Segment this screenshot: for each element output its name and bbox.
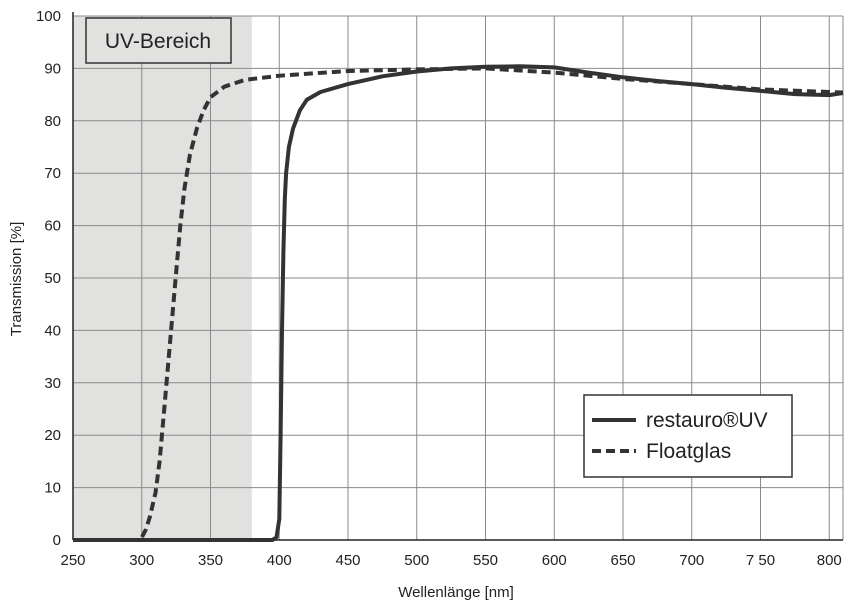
y-tick-label: 0 xyxy=(53,532,61,549)
x-tick-label: 400 xyxy=(267,552,292,569)
x-tick-label: 650 xyxy=(610,552,635,569)
series-lines xyxy=(73,64,844,542)
x-tick-label: 350 xyxy=(198,552,223,569)
y-tick-label: 60 xyxy=(44,218,61,235)
grid xyxy=(73,15,844,540)
uv-region-label: UV-Bereich xyxy=(105,30,211,53)
x-tick-label: 550 xyxy=(473,552,498,569)
uv-region-label-box: UV-Bereich xyxy=(85,17,232,64)
y-tick-label: 100 xyxy=(36,8,61,25)
uv-region-label-frame xyxy=(85,17,232,64)
legend-label-floatglas: Floatglas xyxy=(646,440,731,463)
series-line-floatglas xyxy=(73,66,844,542)
y-tick-labels: 0 10 20 30 40 50 60 70 80 90 100 xyxy=(36,8,61,549)
x-tick-label: 7 50 xyxy=(746,552,775,569)
x-tick-label: 450 xyxy=(335,552,360,569)
legend-frame xyxy=(583,394,793,478)
x-tick-label: 600 xyxy=(542,552,567,569)
y-tick-label: 80 xyxy=(44,113,61,130)
y-tick-label: 20 xyxy=(44,427,61,444)
y-tick-label: 50 xyxy=(44,270,61,287)
x-tick-label: 300 xyxy=(129,552,154,569)
x-tick-label: 700 xyxy=(679,552,704,569)
legend: restauro®UV Floatglas xyxy=(583,394,793,478)
x-tick-labels: 250 300 350 400 450 500 550 600 650 700 7 50 800 xyxy=(60,552,841,569)
x-axis-label: Wellenlänge [nm] xyxy=(398,584,514,601)
y-tick-label: 70 xyxy=(44,165,61,182)
y-axis-label: Transmission [%] xyxy=(8,222,25,336)
legend-label-restauro-uv: restauro®UV xyxy=(646,409,768,432)
y-tick-label: 10 xyxy=(44,480,61,497)
y-tick-label: 40 xyxy=(44,322,61,339)
x-tick-label: 800 xyxy=(817,552,842,569)
y-tick-label: 90 xyxy=(44,60,61,77)
x-tick-label: 500 xyxy=(404,552,429,569)
y-tick-label: 30 xyxy=(44,375,61,392)
x-tick-label: 250 xyxy=(60,552,85,569)
